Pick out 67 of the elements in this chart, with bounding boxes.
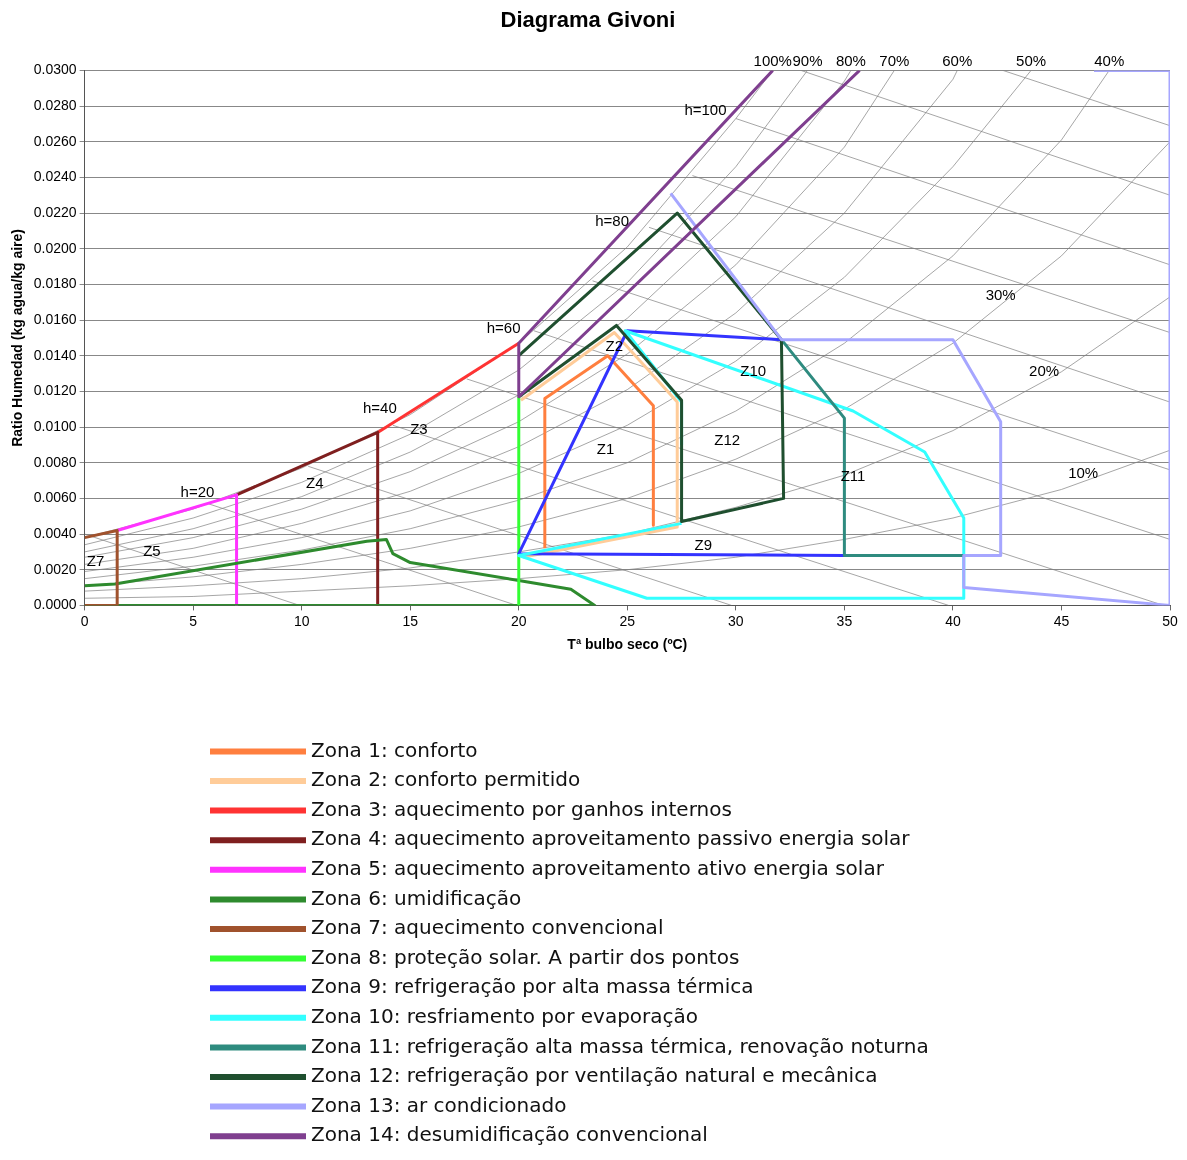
- annotation: 40%: [1094, 52, 1125, 70]
- y-axis-title: Ratio Humedad (kg agua/kg aire): [9, 228, 26, 447]
- annotation: 30%: [985, 285, 1016, 303]
- x-tick-label: 45: [1053, 612, 1070, 629]
- legend-label: Zona 3: aquecimento por ganhos internos: [311, 796, 732, 821]
- annotation: Z12: [714, 431, 741, 449]
- legend-label: Zona 8: proteção solar. A partir dos pontos: [311, 944, 740, 969]
- y-tick-label: 0.0100: [33, 417, 77, 434]
- annotation: 100%: [753, 52, 792, 70]
- x-tick-label: 30: [728, 612, 744, 629]
- annotation: 50%: [1016, 52, 1047, 70]
- y-tick-label: 0.0080: [33, 453, 77, 470]
- annotation: 70%: [879, 52, 910, 70]
- annotation: Z4: [305, 473, 324, 491]
- y-tick-label: 0.0020: [33, 560, 77, 577]
- annotation: Z9: [694, 536, 713, 554]
- annotation: h=80: [595, 211, 630, 229]
- y-tick-label: 0.0000: [33, 596, 77, 613]
- annotation: h=40: [362, 399, 397, 417]
- y-tick-label: 0.0300: [33, 61, 77, 78]
- legend-label: Zona 1: conforto: [311, 737, 478, 762]
- legend-label: Zona 11: refrigeração alta massa térmica, renovação noturna: [311, 1033, 929, 1058]
- legend-label: Zona 5: aquecimento aproveitamento ativo energia solar: [311, 856, 885, 880]
- x-tick-label: 40: [945, 612, 961, 629]
- x-tick-label: 50: [1162, 612, 1178, 629]
- chart-title: Diagrama Givoni: [500, 7, 676, 33]
- y-tick-label: 0.0060: [33, 489, 77, 506]
- legend-label: Zona 12: refrigeração por ventilação natural e mecânica: [311, 1063, 878, 1088]
- y-tick-label: 0.0220: [33, 203, 77, 220]
- y-tick-label: 0.0140: [33, 346, 77, 363]
- x-tick-label: 20: [510, 612, 527, 629]
- y-tick-label: 0.0160: [33, 310, 77, 327]
- annotation: h=20: [180, 482, 215, 500]
- x-tick-label: 15: [402, 612, 419, 629]
- x-tick-label: 5: [189, 612, 198, 629]
- annotation: h=100: [684, 101, 727, 119]
- legend-label: Zona 4: aquecimento aproveitamento passivo energia solar: [311, 826, 911, 851]
- legend-label: Zona 2: conforto permitido: [311, 767, 581, 792]
- annotation: 20%: [1029, 362, 1060, 380]
- annotation: 90%: [792, 52, 823, 70]
- y-tick-label: 0.0260: [33, 132, 77, 149]
- annotation: 10%: [1068, 463, 1099, 481]
- legend-label: Zona 7: aquecimento convencional: [311, 915, 664, 940]
- x-tick-label: 25: [619, 612, 636, 629]
- x-tick-label: 10: [293, 612, 310, 629]
- legend-label: Zona 9: refrigeração por alta massa térmica: [311, 974, 754, 999]
- legend-label: Zona 6: umidificação: [311, 885, 522, 910]
- legend-label: Zona 10: resfriamento por evaporação: [311, 1004, 699, 1028]
- y-tick-label: 0.0120: [33, 382, 77, 399]
- legend-label: Zona 13: ar condicionado: [311, 1092, 567, 1117]
- x-axis-title: Tª bulbo seco (ºC): [567, 636, 688, 653]
- y-tick-label: 0.0200: [33, 239, 77, 256]
- y-tick-label: 0.0240: [33, 168, 77, 185]
- y-tick-label: 0.0040: [33, 524, 77, 541]
- annotation: Z5: [143, 541, 161, 559]
- annotation: 60%: [942, 52, 973, 70]
- annotation: Z3: [410, 420, 428, 438]
- x-tick-label: 35: [836, 612, 853, 629]
- y-tick-label: 0.0280: [33, 96, 77, 113]
- annotation: Z7: [86, 552, 105, 570]
- x-tick-label: 0: [80, 612, 89, 629]
- y-tick-label: 0.0180: [33, 275, 77, 292]
- annotation: Z1: [596, 440, 615, 458]
- annotation: h=60: [486, 318, 521, 336]
- annotation: Z10: [740, 361, 767, 379]
- legend-label: Zona 14: desumidificação convencional: [311, 1122, 708, 1147]
- annotation: 80%: [835, 52, 866, 70]
